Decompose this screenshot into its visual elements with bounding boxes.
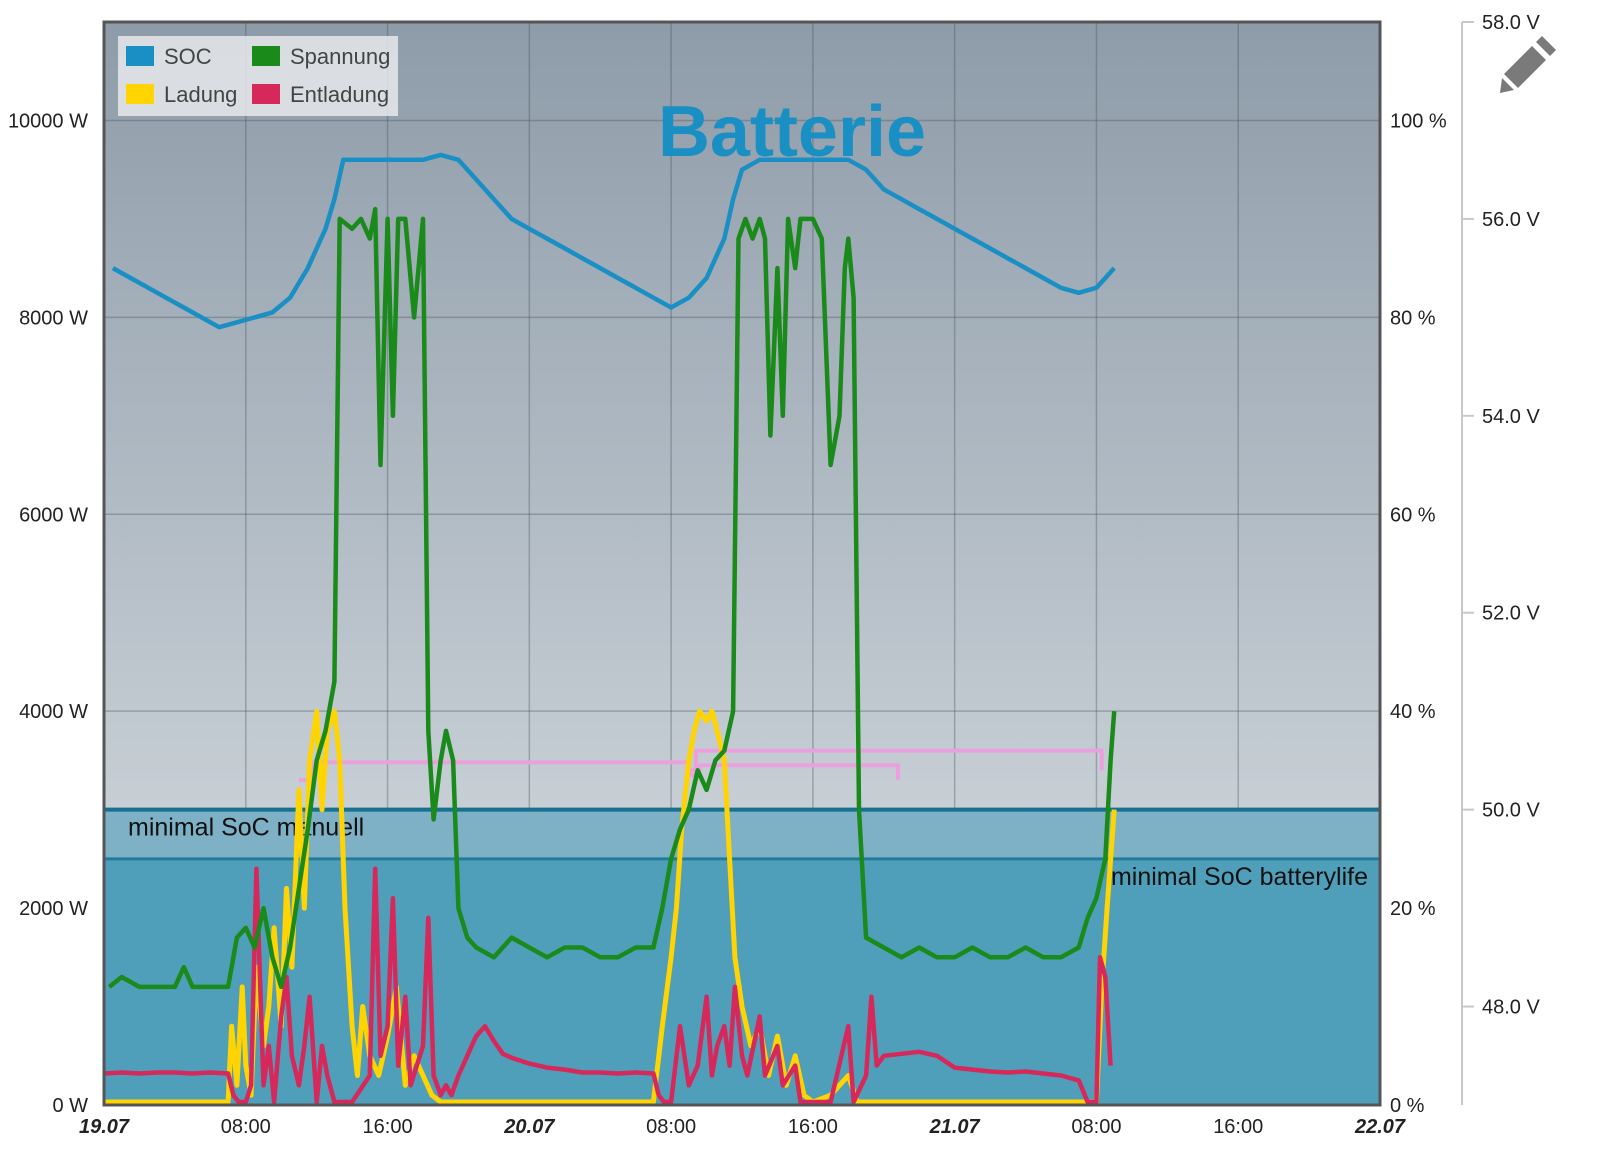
axes	[102, 20, 1463, 1107]
legend-label-ladung: Ladung	[164, 82, 237, 107]
series-layer	[103, 152, 1117, 1105]
legend: SOC Spannung Ladung Entladung	[118, 36, 398, 116]
series-line-spannung	[107, 206, 1117, 990]
tick-label-voltage: 52.0 V	[1482, 603, 1540, 625]
limit-line-pink-step-3	[688, 748, 1104, 778]
tick-label-power: 4000 W	[19, 701, 88, 723]
tick-label-time: 19.07	[79, 1116, 130, 1138]
tick-label-time: 16:00	[788, 1116, 838, 1138]
tick-label-time: 08:00	[221, 1116, 271, 1138]
tick-label-voltage: 48.0 V	[1482, 997, 1540, 1019]
legend-swatch-ladung	[126, 84, 154, 104]
tick-label-time: 16:00	[1213, 1116, 1263, 1138]
tick-label-time: 20.07	[503, 1116, 555, 1138]
tick-label-soc: 0 %	[1390, 1095, 1425, 1117]
legend-label-entladung: Entladung	[290, 82, 389, 107]
tick-label-voltage: 58.0 V	[1482, 12, 1540, 34]
tick-label-voltage: 50.0 V	[1482, 800, 1540, 822]
plot-frame	[102, 20, 1382, 1107]
tick-label-power: 0 W	[52, 1095, 88, 1117]
threshold-label-batterylife: minimal SoC batterylife	[1111, 863, 1368, 891]
edit-pencil-icon[interactable]	[1500, 36, 1556, 93]
tick-label-power: 2000 W	[19, 898, 88, 920]
tick-label-soc: 80 %	[1390, 307, 1436, 329]
legend-swatch-soc	[126, 46, 154, 66]
tick-label-soc: 60 %	[1390, 504, 1436, 526]
power-axis-ticks: 0 W 2000 W 4000 W 6000 W 8000 W 10000 W	[8, 110, 88, 1117]
tick-label-time: 21.07	[929, 1116, 981, 1138]
chart-title: Batterie	[658, 92, 926, 172]
time-axis-ticks: 19.07 08:00 16:00 20.07 08:00 16:00 21.07 08:00…	[79, 1116, 1406, 1138]
threshold-layer: minimal SoC manuell minimal SoC batteryli…	[104, 807, 1380, 1105]
tick-label-voltage: 54.0 V	[1482, 406, 1540, 428]
threshold-label-manual: minimal SoC manuell	[128, 814, 364, 842]
tick-label-time: 08:00	[646, 1116, 696, 1138]
voltage-axis-ticks: 48.0 V 50.0 V 52.0 V 54.0 V 56.0 V 58.0 V	[1462, 12, 1540, 1019]
tick-label-power: 8000 W	[19, 307, 88, 329]
tick-label-time: 08:00	[1071, 1116, 1121, 1138]
tick-label-power: 6000 W	[19, 504, 88, 526]
tick-label-voltage: 56.0 V	[1482, 209, 1540, 231]
series-line-soc	[111, 152, 1116, 330]
tick-label-time: 22.07	[1354, 1116, 1406, 1138]
legend-label-soc: SOC	[164, 44, 212, 69]
tick-label-time: 16:00	[363, 1116, 413, 1138]
tick-label-soc: 100 %	[1390, 110, 1447, 132]
tick-label-soc: 40 %	[1390, 701, 1436, 723]
tick-label-soc: 20 %	[1390, 898, 1436, 920]
legend-swatch-spannung	[252, 46, 280, 66]
legend-label-spannung: Spannung	[290, 44, 390, 69]
series-line-entladung	[103, 866, 1113, 1105]
tick-label-power: 10000 W	[8, 110, 88, 132]
soc-axis-ticks: 0 % 20 % 40 % 60 % 80 % 100 %	[1390, 110, 1447, 1117]
legend-swatch-entladung	[252, 84, 280, 104]
